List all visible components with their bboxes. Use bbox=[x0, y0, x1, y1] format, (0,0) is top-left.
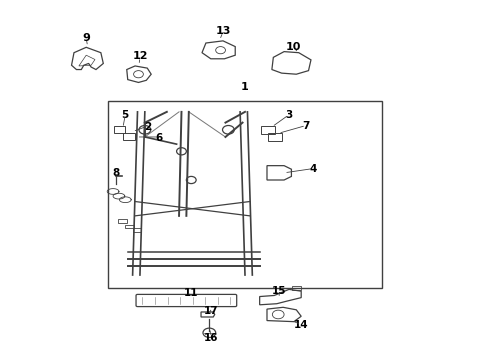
Text: 10: 10 bbox=[286, 42, 301, 52]
Text: 7: 7 bbox=[302, 121, 310, 131]
Bar bbox=[293, 286, 301, 291]
Bar bbox=[133, 228, 142, 232]
Bar bbox=[114, 126, 125, 134]
Text: 8: 8 bbox=[112, 168, 119, 178]
Text: 6: 6 bbox=[156, 133, 163, 143]
Text: 14: 14 bbox=[294, 320, 309, 330]
Bar bbox=[125, 225, 134, 228]
Text: 2: 2 bbox=[144, 122, 151, 132]
Text: 13: 13 bbox=[215, 26, 231, 36]
Bar bbox=[108, 101, 382, 288]
Text: 16: 16 bbox=[203, 333, 218, 343]
Bar bbox=[118, 220, 127, 223]
Text: 4: 4 bbox=[310, 164, 317, 174]
Text: 1: 1 bbox=[241, 82, 249, 92]
Bar bbox=[261, 126, 275, 134]
Text: 17: 17 bbox=[203, 306, 218, 316]
Text: 9: 9 bbox=[82, 33, 90, 43]
Text: 3: 3 bbox=[285, 111, 293, 121]
Bar bbox=[269, 133, 282, 140]
Text: 15: 15 bbox=[272, 286, 287, 296]
Bar bbox=[123, 133, 135, 140]
Text: 11: 11 bbox=[184, 288, 198, 298]
Text: 5: 5 bbox=[122, 111, 129, 121]
Text: 12: 12 bbox=[132, 51, 147, 61]
